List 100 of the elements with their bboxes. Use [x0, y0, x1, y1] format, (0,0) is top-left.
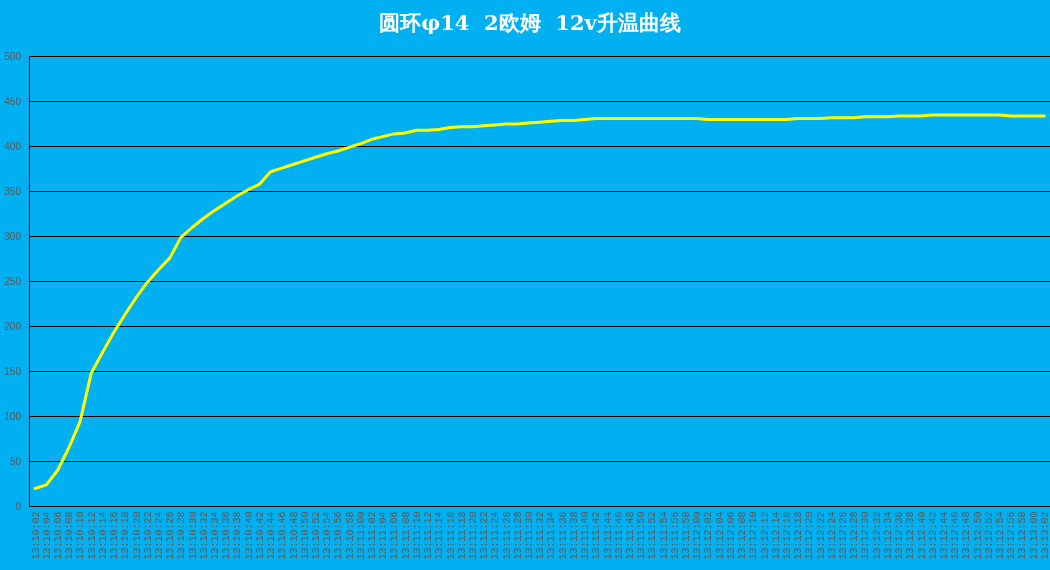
x-tick-label: 13:10:08: [64, 511, 76, 560]
x-tick-label: 13:10:06: [53, 511, 65, 560]
x-tick-label: 13:10:40: [243, 511, 255, 560]
x-tick-label: 13:12:12: [759, 511, 771, 560]
x-tick-label: 13:12:36: [894, 511, 906, 560]
x-tick-label: 13:11:14: [434, 511, 446, 560]
x-tick-label: 13:10:10: [75, 511, 87, 560]
x-tick-label: 13:12:02: [703, 511, 715, 560]
x-tick-label: 13:12:38: [905, 511, 917, 560]
x-tick-label: 13:12:24: [826, 511, 838, 560]
x-tick-label: 13:12:16: [781, 511, 793, 560]
x-tick-label: 13:13:00: [1028, 511, 1040, 560]
x-tick-label: 13:10:50: [299, 511, 311, 560]
x-tick-label: 13:11:06: [389, 511, 401, 560]
y-tick-label: 100: [4, 411, 22, 422]
x-tick-label: 13:12:50: [972, 511, 984, 560]
y-tick-label: 500: [4, 51, 22, 62]
x-tick-label: 13:11:54: [658, 511, 670, 560]
y-tick-label: 400: [4, 141, 22, 152]
y-tick-label: 450: [4, 96, 22, 107]
x-tick-label: 13:11:24: [490, 511, 502, 560]
x-tick-label: 13:11:40: [580, 511, 592, 560]
x-tick-label: 13:11:50: [636, 511, 648, 560]
x-tick-label: 13:11:34: [546, 511, 558, 560]
x-tick-label: 13:12:28: [849, 511, 861, 560]
x-tick-label: 13:10:32: [198, 511, 210, 560]
x-tick-label: 13:10:16: [109, 511, 121, 560]
x-tick-label: 13:11:38: [568, 511, 580, 560]
x-tick-label: 13:12:20: [804, 511, 816, 560]
x-tick-label: 13:11:18: [456, 511, 468, 560]
x-tick-label: 13:12:22: [815, 511, 827, 560]
x-tick-label: 13:11:02: [367, 511, 379, 560]
y-tick-label: 350: [4, 186, 22, 197]
x-tick-label: 13:12:10: [748, 511, 760, 560]
x-tick-label: 13:11:20: [467, 511, 479, 560]
x-tick-label: 13:10:30: [187, 511, 199, 560]
y-tick-label: 200: [4, 321, 22, 332]
x-tick-label: 13:10:36: [221, 511, 233, 560]
x-tick-label: 13:11:00: [355, 511, 367, 560]
x-tick-label: 13:12:44: [938, 511, 950, 560]
x-tick-label: 13:11:44: [602, 511, 614, 560]
x-tick-label: 13:12:04: [714, 511, 726, 560]
x-tick-label: 13:10:02: [30, 511, 42, 560]
x-tick-label: 13:10:46: [277, 511, 289, 560]
x-tick-label: 13:12:40: [916, 511, 928, 560]
x-tick-label: 13:10:42: [254, 511, 266, 560]
x-tick-label: 13:11:42: [591, 511, 603, 560]
x-tick-label: 13:12:08: [737, 511, 749, 560]
x-tick-label: 13:11:56: [669, 511, 681, 560]
x-tick-label: 13:12:00: [692, 511, 704, 560]
line-series: [33, 113, 1046, 490]
x-tick-label: 13:10:44: [266, 511, 278, 560]
x-tick-label: 13:10:56: [333, 511, 345, 560]
x-tick-label: 13:12:26: [838, 511, 850, 560]
x-tick-label: 13:12:52: [983, 511, 995, 560]
x-tick-label: 13:12:56: [1006, 511, 1018, 560]
x-tick-label: 13:10:54: [322, 511, 334, 560]
x-tick-label: 13:11:10: [411, 511, 423, 560]
x-tick-label: 13:10:52: [310, 511, 322, 560]
y-tick-label: 0: [15, 501, 22, 512]
y-tick-label: 50: [9, 456, 22, 467]
y-tick-label: 150: [4, 366, 22, 377]
x-tick-label: 13:10:26: [165, 511, 177, 560]
x-tick-label: 13:13:02: [1039, 511, 1050, 560]
x-tick-label: 13:11:12: [423, 511, 435, 560]
x-tick-label: 13:11:26: [501, 511, 513, 560]
x-tick-label: 13:11:08: [400, 511, 412, 560]
x-tick-label: 13:10:04: [41, 511, 53, 560]
x-tick-label: 13:10:20: [131, 511, 143, 560]
x-tick-label: 13:12:54: [995, 511, 1007, 560]
y-tick-label: 300: [4, 231, 22, 242]
x-tick-label: 13:12:32: [871, 511, 883, 560]
x-tick-label: 13:11:48: [624, 511, 636, 560]
x-tick-label: 13:11:32: [535, 511, 547, 560]
x-tick-label: 13:11:28: [512, 511, 524, 560]
title: 圆环φ14 2欧姆 12v升温曲线: [379, 10, 681, 35]
x-tick-label: 13:10:38: [232, 511, 244, 560]
x-tick-label: 13:11:30: [524, 511, 536, 560]
x-tick-label: 13:10:22: [142, 511, 154, 560]
x-tick-label: 13:10:24: [153, 511, 165, 560]
x-tick-label: 13:11:22: [479, 511, 491, 560]
x-tick-label: 13:10:14: [97, 511, 109, 560]
x-tick-label: 13:11:58: [681, 511, 693, 560]
x-tick-label: 13:12:34: [882, 511, 894, 560]
x-tick-label: 13:10:18: [120, 511, 132, 560]
x-tick-label: 13:12:46: [950, 511, 962, 560]
x-tick-label: 13:12:06: [725, 511, 737, 560]
x-tick-label: 13:10:34: [210, 511, 222, 560]
x-tick-label: 13:10:58: [344, 511, 356, 560]
x-tick-label: 13:10:48: [288, 511, 300, 560]
x-tick-label: 13:11:46: [613, 511, 625, 560]
x-tick-label: 13:12:14: [770, 511, 782, 560]
x-tick-label: 13:11:16: [445, 511, 457, 560]
x-tick-label: 13:12:58: [1017, 511, 1029, 560]
x-tick-label: 13:11:04: [378, 511, 390, 560]
x-tick-label: 13:12:30: [860, 511, 872, 560]
x-tick-label: 13:12:18: [793, 511, 805, 560]
x-tick-label: 13:12:48: [961, 511, 973, 560]
y-tick-label: 250: [4, 276, 22, 287]
x-tick-label: 13:11:36: [557, 511, 569, 560]
